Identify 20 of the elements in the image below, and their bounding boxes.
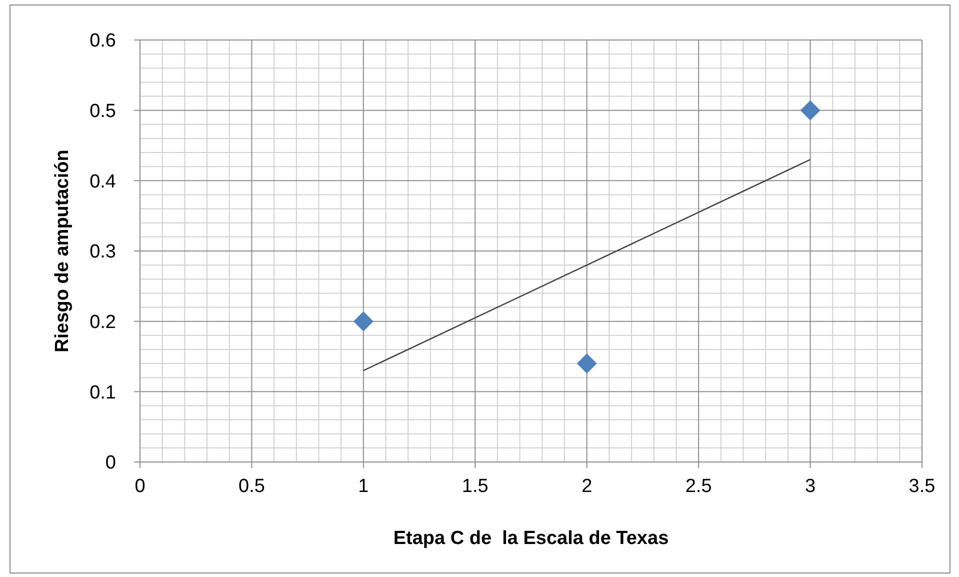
y-tick-label: 0.3: [90, 242, 116, 263]
x-tick-label: 0: [134, 476, 146, 497]
y-tick-label: 0.5: [90, 100, 116, 122]
y-tick-label: 0.6: [90, 30, 116, 52]
x-tick-label: 3: [804, 476, 816, 497]
x-tick-label: 3.5: [908, 476, 936, 497]
point: [576, 354, 597, 374]
point: [353, 311, 374, 332]
x-axis-title: Etapa C de la Escala de Texas: [393, 528, 669, 549]
y-tick-label: 0.1: [90, 382, 116, 404]
x-tick-label: 0.5: [238, 476, 265, 497]
x-tick-label: 2.5: [685, 476, 712, 497]
y-tick-label: 0.2: [90, 312, 116, 333]
y-axis-title: Riesgo de amputación: [52, 150, 73, 352]
y-tick-label: 0: [105, 452, 116, 474]
y-tick-label: 0.4: [90, 171, 116, 192]
x-tick-label: 1.5: [462, 476, 488, 497]
x-tick-label: 1: [358, 476, 369, 497]
x-tick-label: 2: [582, 476, 592, 497]
point: [800, 100, 820, 120]
